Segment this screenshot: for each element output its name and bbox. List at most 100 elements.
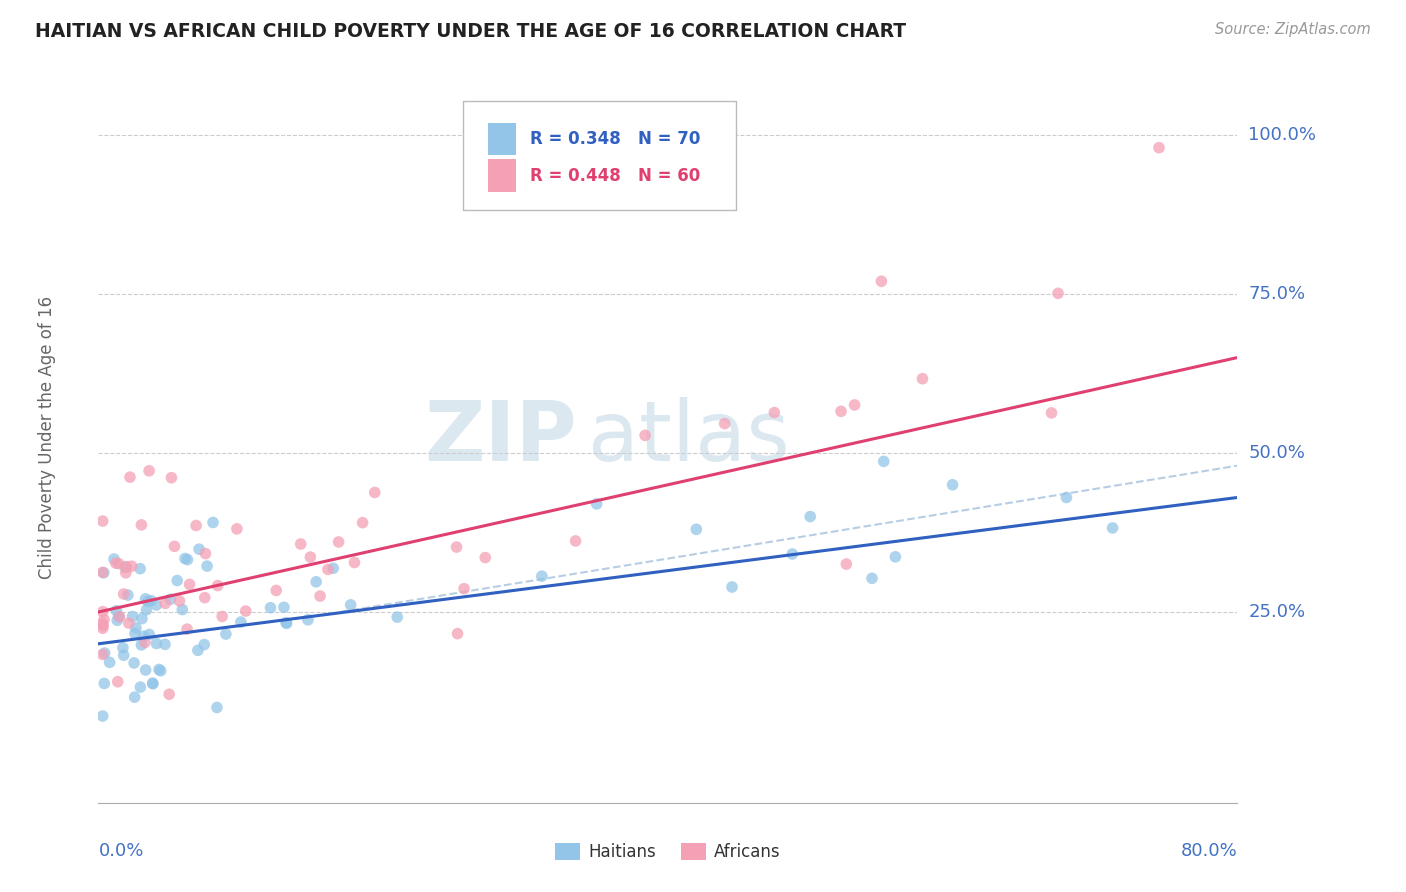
Point [166,574,188,588]
Point [91,621,114,635]
Point [322,561,344,575]
Text: 25.0%: 25.0% [1249,603,1306,621]
Point [259,600,281,615]
Point [176,552,198,566]
Point [91,514,114,528]
Point [118,470,141,484]
Point [176,622,198,636]
Text: 100.0%: 100.0% [1249,126,1316,144]
Point [782,547,804,561]
Point [138,464,160,478]
Point [149,664,172,678]
Point [112,587,135,601]
Point [107,674,129,689]
Point [474,550,496,565]
Point [713,417,735,431]
Point [115,559,138,574]
Point [870,274,893,288]
Point [124,690,146,705]
Point [136,594,159,608]
Point [264,583,287,598]
FancyBboxPatch shape [488,159,516,192]
Text: Source: ZipAtlas.com: Source: ZipAtlas.com [1215,22,1371,37]
Point [799,509,821,524]
FancyBboxPatch shape [463,101,737,211]
Point [169,594,191,608]
Point [873,454,896,468]
Point [1101,521,1123,535]
Point [124,626,146,640]
Point [114,566,136,580]
Text: 80.0%: 80.0% [1181,842,1237,860]
Point [187,643,209,657]
Point [1056,491,1078,505]
Point [721,580,744,594]
Point [153,637,176,651]
Point [860,571,883,585]
Point [122,656,145,670]
Text: 50.0%: 50.0% [1249,444,1305,462]
Point [131,517,153,532]
Point [193,638,215,652]
Point [352,516,374,530]
Text: Child Poverty Under the Age of 16: Child Poverty Under the Age of 16 [38,295,56,579]
Point [145,598,167,612]
Point [121,609,143,624]
Point [107,557,129,571]
Point [131,612,153,626]
Point [276,616,298,631]
Point [134,635,156,649]
Point [205,700,228,714]
Point [117,588,139,602]
Point [103,552,125,566]
Point [91,648,114,662]
Text: 0.0%: 0.0% [98,842,143,860]
Point [111,640,134,655]
Point [155,596,177,610]
Legend: Haitians, Africans: Haitians, Africans [548,836,787,868]
Point [114,560,136,574]
Point [98,656,121,670]
Point [844,398,866,412]
Point [343,556,366,570]
Point [141,593,163,607]
Point [93,646,115,660]
Point [297,613,319,627]
Text: R = 0.448   N = 60: R = 0.448 N = 60 [530,167,700,185]
Point [1040,406,1063,420]
Point [299,550,322,565]
Point [884,549,907,564]
Point [387,610,409,624]
Point [942,477,965,491]
Point [91,616,114,631]
Point [105,604,128,618]
Point [108,609,131,624]
Point [135,591,157,606]
Point [316,562,339,576]
Point [125,621,148,635]
Point [229,615,252,629]
Point [179,577,201,591]
Point [157,687,180,701]
Point [911,372,934,386]
Point [211,609,233,624]
Point [104,556,127,570]
Point [194,547,217,561]
Point [174,551,197,566]
Point [163,539,186,553]
Point [160,471,183,485]
Point [118,616,141,631]
Point [112,648,135,663]
Point [93,676,115,690]
Point [446,540,468,554]
Point [273,600,295,615]
Point [121,559,143,574]
Point [453,582,475,596]
Point [830,404,852,418]
Point [235,604,257,618]
Text: atlas: atlas [588,397,790,477]
Point [108,609,131,624]
Point [202,516,225,530]
Point [763,406,786,420]
Point [194,591,217,605]
